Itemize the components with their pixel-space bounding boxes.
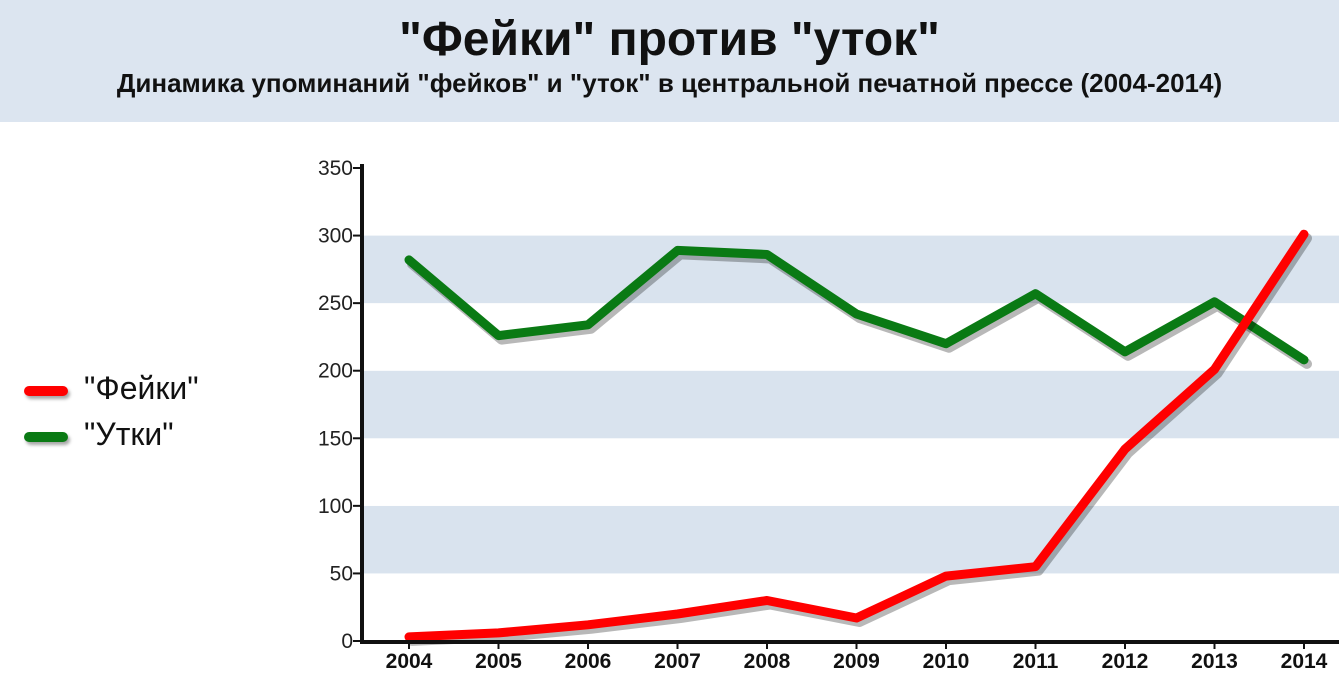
y-tick-label: 250 [318, 292, 353, 315]
x-tick-label: 2009 [833, 650, 880, 673]
x-tick-label: 2012 [1102, 650, 1149, 673]
axes [360, 164, 1339, 644]
grid-band [362, 235, 1339, 304]
legend-label-fakes: "Фейки" [84, 370, 199, 406]
x-tick-label: 2010 [923, 650, 970, 673]
grid-bands [362, 168, 1339, 641]
legend-swatch-ducks [24, 432, 68, 442]
x-tick-label: 2007 [654, 650, 701, 673]
header-banner: "Фейки" против "уток" Динамика упоминани… [0, 0, 1339, 122]
x-tick-label: 2005 [475, 650, 522, 673]
grid-band [362, 168, 1339, 236]
legend-label-ducks: "Утки" [84, 416, 174, 452]
series-lines [404, 229, 1312, 646]
y-tick-label: 100 [318, 495, 353, 518]
y-tick-label: 50 [330, 562, 353, 585]
y-tick-label: 300 [318, 225, 353, 248]
grid-band [362, 438, 1339, 506]
y-tick-label: 350 [318, 157, 353, 180]
x-tick-label: 2004 [386, 650, 433, 673]
y-tick-label: 200 [318, 360, 353, 383]
y-axis-ticks: 0 50 100 150 200 250 300 350 [318, 157, 362, 653]
x-tick-label: 2006 [565, 650, 612, 673]
chart-title: "Фейки" против "уток" [399, 13, 940, 66]
y-tick-label: 150 [318, 427, 353, 450]
y-tick-label: 0 [341, 630, 353, 653]
grid-band [362, 370, 1339, 439]
x-tick-label: 2008 [744, 650, 791, 673]
chart-subtitle: Динамика упоминаний "фейков" и "уток" в … [116, 68, 1223, 98]
legend-swatch-fakes [24, 386, 68, 396]
series-line-fakes [404, 229, 1309, 642]
x-tick-label: 2014 [1281, 650, 1328, 673]
x-tick-label: 2011 [1013, 650, 1059, 673]
x-axis-ticks: 2004 2005 2006 2007 2008 2009 2010 2011 2012 2013… [386, 641, 1328, 673]
grid-band [362, 505, 1339, 574]
x-tick-label: 2013 [1191, 650, 1238, 673]
series-line-ducks [404, 245, 1309, 365]
